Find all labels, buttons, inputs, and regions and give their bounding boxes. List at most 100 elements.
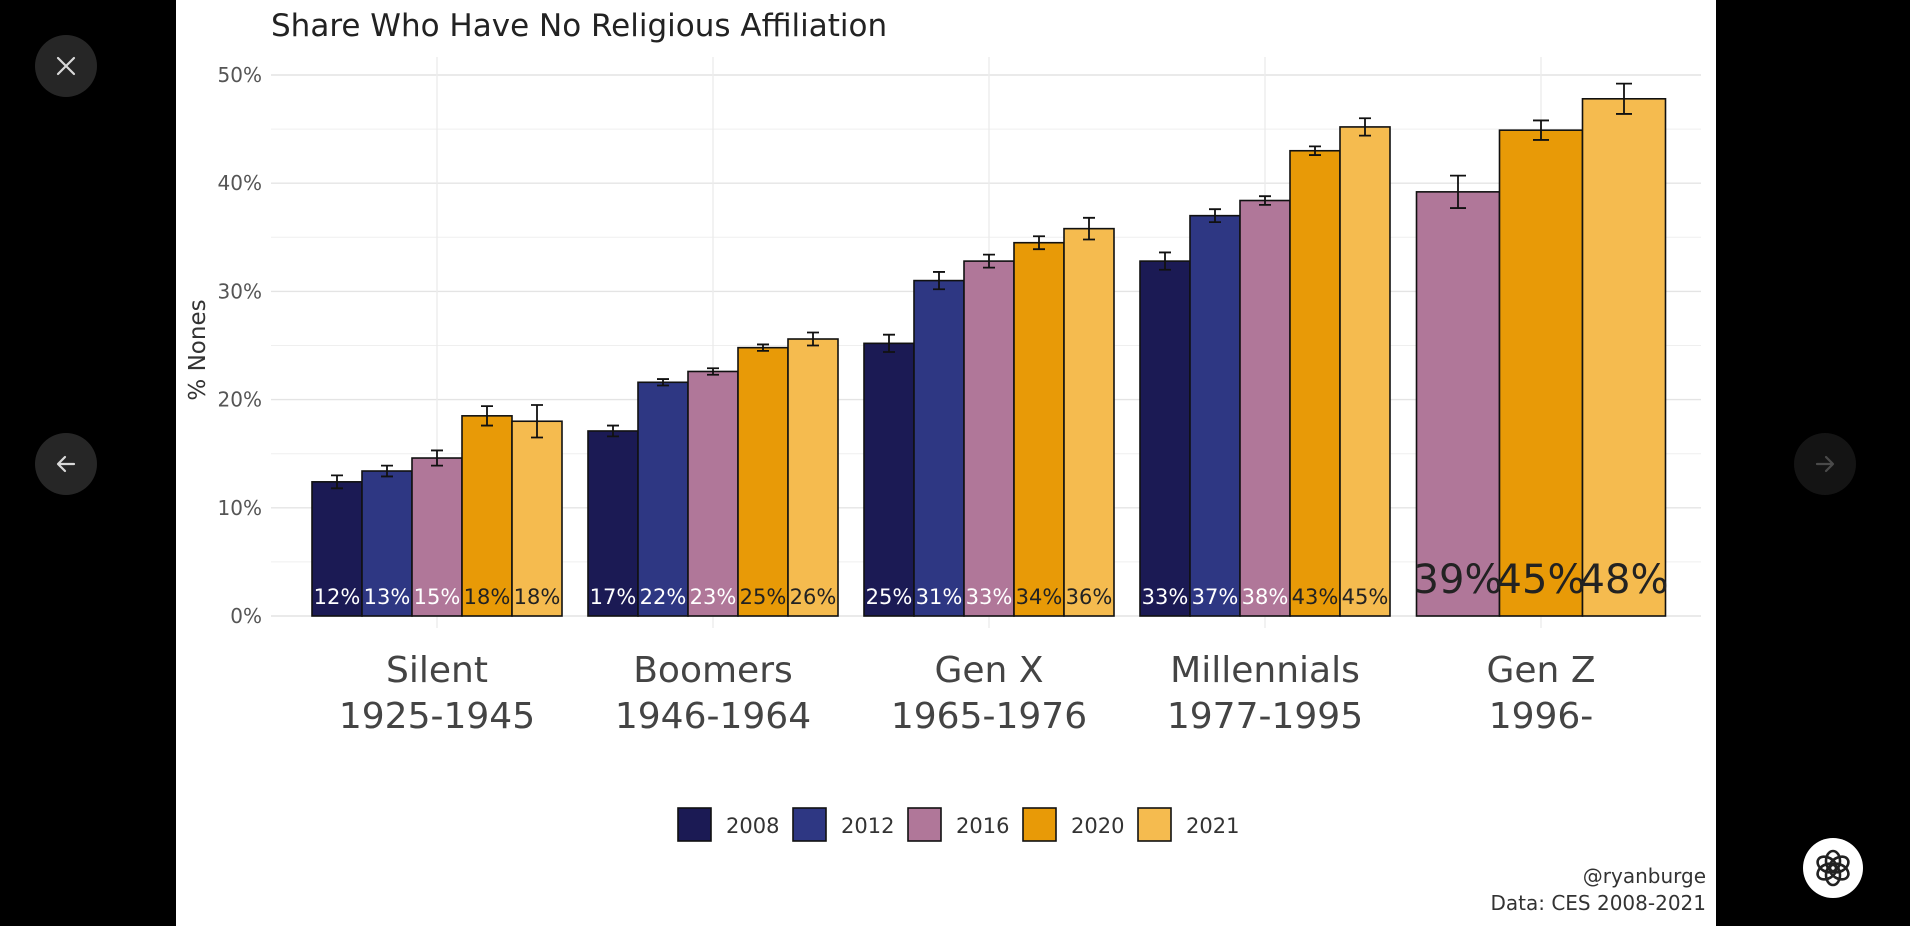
bar-value-label: 23%	[690, 585, 737, 609]
bar-value-label: 43%	[1292, 585, 1339, 609]
chart-image: 0% 10% 20% 30% 40% 50% 12% 13% 15% 18% 18% Silent 19…	[176, 0, 1716, 926]
error-bar	[657, 378, 669, 387]
error-bar	[883, 333, 895, 353]
bar-value-label: 22%	[640, 585, 687, 609]
bar-value-label: 13%	[364, 585, 411, 609]
assistant-button[interactable]	[1803, 838, 1863, 898]
legend-swatch	[1137, 807, 1172, 842]
credit-source: Data: CES 2008-2021	[1490, 891, 1706, 915]
error-bar	[1159, 251, 1171, 271]
error-bar	[1359, 117, 1371, 137]
credit-author: @ryanburge	[1583, 864, 1706, 888]
error-bar	[1259, 195, 1271, 206]
error-bar	[1209, 208, 1221, 224]
error-bar	[807, 331, 819, 347]
bar	[311, 481, 363, 617]
error-bar	[431, 449, 443, 467]
y-tick-label: 0%	[230, 604, 262, 628]
category-name-label: Silent	[386, 650, 488, 691]
previous-image-button[interactable]	[35, 433, 97, 495]
bar-value-label: 18%	[514, 585, 561, 609]
error-bar	[1309, 145, 1321, 156]
category-years-label: 1965-1976	[891, 696, 1087, 737]
bar-value-label: 33%	[966, 585, 1013, 609]
bar	[461, 415, 513, 617]
legend-swatch	[907, 807, 942, 842]
bar-value-label: 34%	[1016, 585, 1063, 609]
category-name-label: Boomers	[633, 650, 793, 691]
bar-value-label: 25%	[866, 585, 913, 609]
bar	[1498, 129, 1584, 617]
legend-swatch	[677, 807, 712, 842]
bar	[1013, 241, 1065, 617]
error-bar	[983, 253, 995, 269]
bar-chart: 0%10%20%30%40%50%12% 13% 15% 18% 18%Silent19…	[185, 8, 1706, 915]
bar-value-label: 15%	[414, 585, 461, 609]
bar-value-label: 26%	[790, 585, 837, 609]
y-tick-label: 50%	[218, 63, 262, 87]
bar-value-label: 39%	[1414, 557, 1503, 603]
legend-swatch	[792, 807, 827, 842]
bar-value-label: 36%	[1066, 585, 1113, 609]
legend-label: 2012	[841, 814, 894, 838]
bar-value-label: 31%	[916, 585, 963, 609]
error-bar	[331, 474, 343, 490]
bar-value-label: 33%	[1142, 585, 1189, 609]
error-bar	[381, 464, 393, 478]
chart-title: Share Who Have No Religious Affiliation	[271, 8, 887, 44]
y-tick-label: 10%	[218, 496, 262, 520]
error-bar	[1616, 82, 1632, 115]
bar	[687, 370, 739, 617]
y-axis-label: % Nones	[185, 299, 211, 400]
close-button[interactable]	[35, 35, 97, 97]
next-image-button[interactable]	[1794, 433, 1856, 495]
legend-label: 2008	[726, 814, 779, 838]
legend-swatch	[1022, 807, 1057, 842]
bar	[787, 338, 839, 617]
openai-logo-icon	[1816, 849, 1850, 887]
category-years-label: 1996-	[1489, 696, 1594, 737]
error-bar	[1083, 216, 1095, 241]
legend-label: 2020	[1071, 814, 1124, 838]
bar	[1581, 98, 1667, 617]
bar-value-label: 17%	[590, 585, 637, 609]
bar-value-label: 37%	[1192, 585, 1239, 609]
legend-label: 2016	[956, 814, 1009, 838]
category-name-label: Gen X	[935, 650, 1044, 691]
error-bar	[1033, 235, 1045, 251]
error-bar	[607, 424, 619, 438]
bar-value-label: 45%	[1342, 585, 1389, 609]
bar	[361, 470, 413, 617]
bar	[1289, 149, 1341, 617]
bar	[1139, 260, 1191, 617]
arrow-right-icon	[1815, 455, 1835, 473]
bar	[511, 420, 563, 617]
y-tick-label: 20%	[218, 388, 262, 412]
bar	[963, 260, 1015, 617]
bar-value-label: 18%	[464, 585, 511, 609]
bar	[1189, 214, 1241, 617]
bar	[411, 457, 463, 617]
error-bar	[1450, 174, 1466, 209]
y-tick-label: 40%	[218, 171, 262, 195]
bar	[863, 342, 915, 617]
bar-value-label: 38%	[1242, 585, 1289, 609]
error-bar	[531, 404, 543, 439]
arrow-left-icon	[56, 455, 76, 473]
error-bar	[933, 271, 945, 291]
category-years-label: 1925-1945	[339, 696, 535, 737]
bar	[913, 279, 965, 617]
bar-value-label: 45%	[1497, 557, 1586, 603]
error-bar	[1533, 119, 1549, 141]
bar-value-label: 25%	[740, 585, 787, 609]
bar	[1239, 199, 1291, 617]
bar-value-label: 48%	[1580, 557, 1669, 603]
error-bar	[707, 367, 719, 376]
bar-value-label: 12%	[314, 585, 361, 609]
bar	[637, 381, 689, 617]
category-years-label: 1977-1995	[1167, 696, 1363, 737]
bar	[737, 346, 789, 617]
bar	[1339, 126, 1391, 617]
legend-label: 2021	[1186, 814, 1239, 838]
